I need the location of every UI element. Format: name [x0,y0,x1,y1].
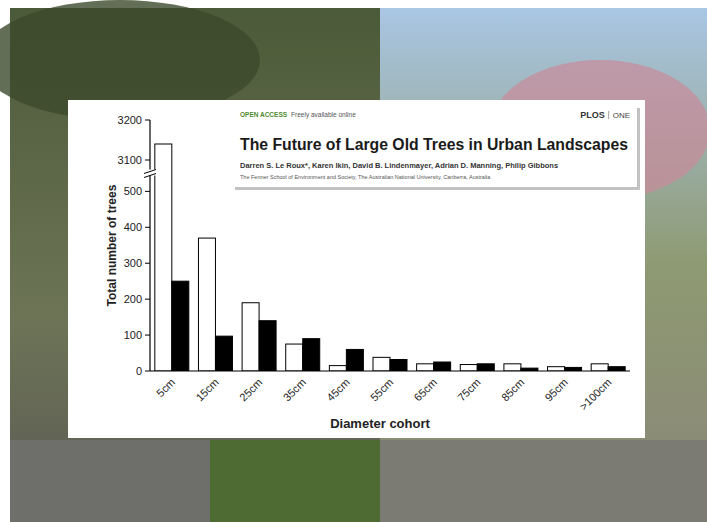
y-tick-label: 500 [124,185,142,197]
y-tick-label: 400 [124,221,142,233]
y-tick [145,191,150,192]
bar [373,357,390,371]
slide: 0 100 200 300 400 500 3100 3200 5cm 15cm 25cm 35cm 4… [0,0,707,522]
bar [504,364,521,371]
journal: PLOS [580,110,605,120]
y-tick [145,371,150,372]
chart-panel [68,100,645,438]
bar [390,360,407,371]
y-tick-label: 300 [124,257,142,269]
bar [303,339,320,371]
y-tick-label: 100 [124,329,142,341]
bar [477,364,494,371]
journal-divider [608,111,609,119]
x-axis-title: Diameter cohort [330,416,430,431]
y-tick [145,299,150,300]
axis-break-mark [144,170,156,174]
y-tick [145,335,150,336]
y-tick [145,160,150,161]
bar [329,366,346,371]
y-tick [145,263,150,264]
bar [608,367,625,371]
x-tick-label: 85cm [499,376,527,404]
x-tick-label: 45cm [324,376,352,404]
x-axis [150,370,630,371]
x-tick-label: >100cm [577,376,613,412]
street [10,440,210,522]
pavement [380,440,707,522]
y-tick-label: 3200 [118,114,142,126]
bar [346,349,363,371]
bar [215,336,232,371]
journal-section: ONE [613,111,630,120]
y-tick [145,120,150,121]
bar [172,281,189,371]
x-tick-label: 5cm [154,376,177,399]
y-axis-title: Total number of trees [105,184,119,306]
bar [548,367,565,371]
y-tick [145,227,150,228]
paper-affiliation: The Fenner School of Environment and Soc… [240,174,491,180]
x-tick-label: 15cm [193,376,221,404]
lawn [210,440,380,522]
availability: Freely available online [291,111,356,119]
bar [286,344,303,371]
header-box [232,105,637,187]
paper-title: The Future of Large Old Trees in Urban L… [240,136,628,153]
bar [434,362,451,371]
x-tick-label: 65cm [412,376,440,404]
x-tick-label: 75cm [455,376,483,404]
bar [591,364,608,371]
x-tick-label: 95cm [542,376,570,404]
y-tick-label: 0 [136,365,142,377]
y-tick-label: 200 [124,293,142,305]
bar [259,321,276,371]
x-tick-label: 55cm [368,376,396,404]
bar [198,238,215,371]
paper-authors: Darren S. Le Roux*, Karen Ikin, David B.… [240,161,558,170]
x-tick-label: 25cm [237,376,265,404]
axis-break-mark [144,174,156,178]
open-access: OPEN ACCESS [240,111,288,118]
y-axis [149,120,150,371]
bar [460,365,477,371]
x-tick-label: 35cm [281,376,309,404]
bar [242,303,259,371]
bar [417,364,434,371]
bar [155,144,172,371]
y-tick-label: 3100 [118,154,142,166]
